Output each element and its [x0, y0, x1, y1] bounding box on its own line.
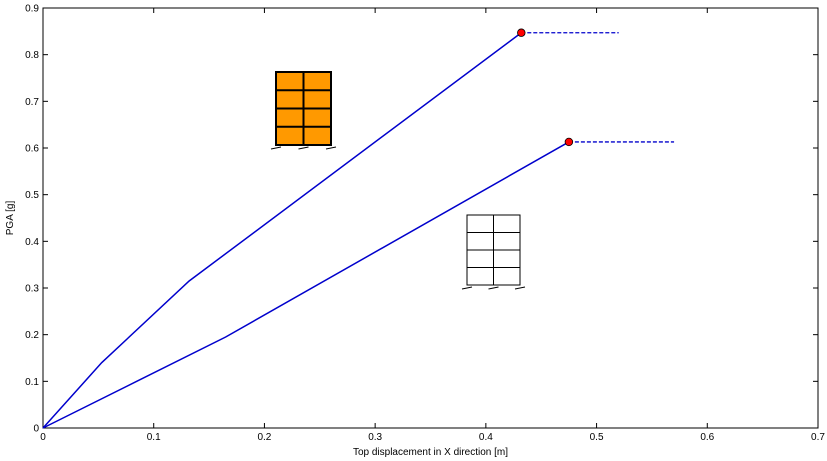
x-tick-label: 0.5: [590, 432, 604, 443]
x-tick-label: 0: [40, 432, 46, 443]
icons: [270, 71, 526, 290]
x-tick-label: 0.7: [811, 432, 825, 443]
y-axis-label: PGA [g]: [5, 201, 16, 236]
y-tick-label: 0.7: [25, 97, 39, 108]
y-tick-label: 0.6: [25, 144, 39, 155]
y-tick-label: 0.4: [25, 237, 39, 248]
y-tick-label: 0.8: [25, 50, 39, 61]
capacity-curve-1: [42, 32, 522, 429]
series: [42, 28, 675, 429]
x-tick-label: 0.2: [257, 432, 271, 443]
y-tick-label: 0.2: [25, 330, 39, 341]
support-hatch: [461, 286, 473, 290]
x-tick-label: 0.6: [700, 432, 714, 443]
x-axis-label: Top displacement in X direction [m]: [353, 447, 508, 458]
ticks: 0 0.1 0.2 0.3 0.4 0.5 0.6 0.7 0 0.1 0.2 0.3 0.4 0.5 0.…: [25, 4, 825, 444]
ultimate-point-2: [564, 137, 574, 147]
bare-frame-icon: [461, 214, 526, 290]
plot-frame: [42, 7, 819, 429]
support-hatch: [325, 146, 337, 150]
x-tick-label: 0.1: [147, 432, 161, 443]
ultimate-point-1: [517, 28, 526, 37]
x-tick-label: 0.4: [479, 432, 493, 443]
axes: [42, 7, 819, 429]
y-tick-label: 0: [33, 424, 39, 435]
x-tick-label: 0.3: [368, 432, 382, 443]
support-hatch: [298, 146, 309, 150]
infilled-frame-icon: [270, 71, 337, 150]
support-hatch: [488, 286, 499, 290]
y-tick-label: 0.9: [25, 4, 39, 15]
support-hatch: [270, 146, 282, 150]
y-tick-label: 0.5: [25, 190, 39, 201]
capacity-curve-2: [42, 141, 570, 429]
y-tick-label: 0.1: [25, 377, 39, 388]
support-hatch: [514, 286, 526, 290]
y-tick-label: 0.3: [25, 284, 39, 295]
